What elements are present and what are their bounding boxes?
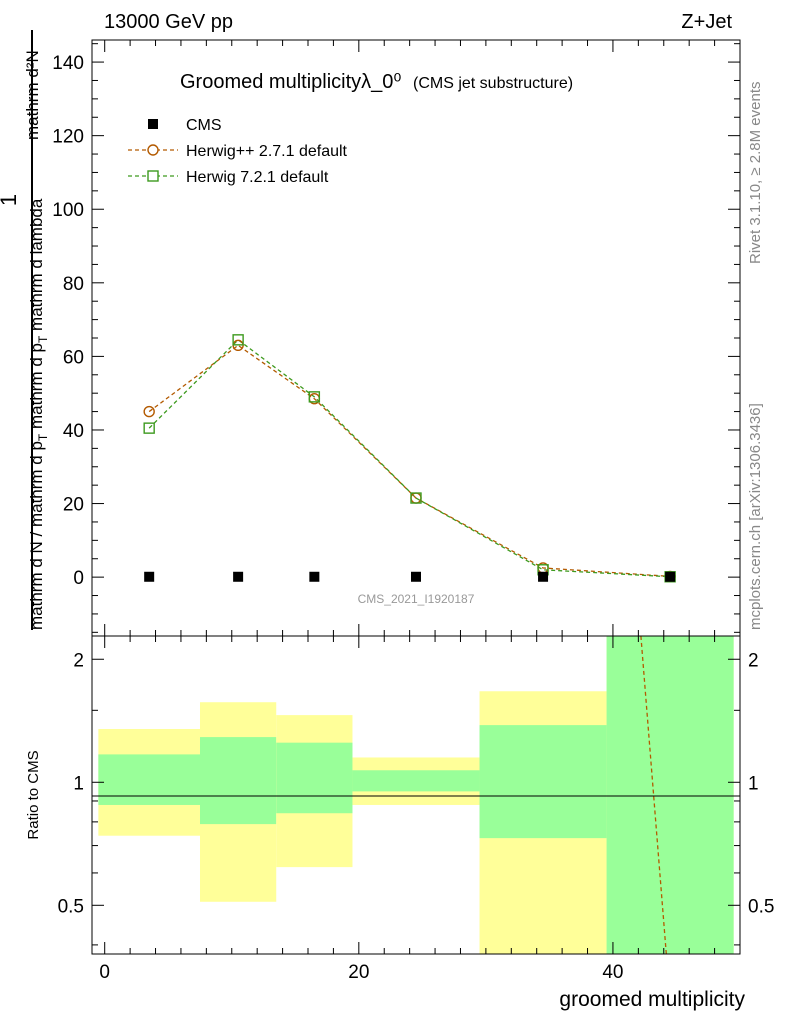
plot-title-main: Groomed multiplicityλ_0⁰	[180, 71, 401, 93]
y-tick-label: 40	[63, 421, 84, 442]
ratio-band-inner	[276, 742, 353, 814]
ratio-band-inner	[352, 770, 480, 792]
main-series	[143, 334, 676, 583]
mcplots-label: mcplots.cern.ch [arXiv:1306.3436]	[747, 403, 764, 630]
ratio-band-inner	[200, 737, 277, 825]
data-point	[538, 571, 549, 582]
plot-title: Groomed multiplicityλ_0⁰ (CMS jet substr…	[180, 71, 573, 93]
ratio-band-inner	[479, 725, 607, 839]
series-line	[148, 344, 671, 578]
legend-marker	[147, 144, 159, 156]
data-point	[144, 571, 155, 582]
mc-point-herwig7	[143, 422, 155, 434]
rivet-label: Rivet 3.1.10, ≥ 2.8M events	[747, 82, 764, 265]
analysis-watermark: CMS_2021_I1920187	[358, 592, 475, 606]
mc-point-herwig7	[410, 492, 422, 504]
data-point	[665, 571, 676, 582]
x-tick-label: 0	[99, 962, 110, 983]
ratio-plot: 0.5 0.51 12 20 20 40	[58, 635, 774, 983]
x-axis-label: groomed multiplicity	[559, 988, 745, 1011]
y-tick-label: 60	[63, 347, 84, 368]
ratio-band-inner	[98, 754, 200, 805]
y-tick-label: 140	[52, 53, 84, 74]
y-tick-label: 120	[52, 127, 84, 148]
ratio-plot-frame	[91, 635, 741, 955]
ratio-y-tick-label-right: 2	[748, 650, 759, 671]
legend-entry: Herwig++ 2.7.1 default	[128, 143, 348, 160]
y-tick-label: 20	[63, 495, 84, 516]
data-point	[411, 571, 421, 582]
ratio-y-tick-label: 2	[73, 650, 84, 671]
x-tick-label: 40	[602, 962, 623, 983]
legend-marker	[148, 119, 158, 129]
ratio-bands	[98, 636, 734, 954]
data-point	[309, 571, 320, 582]
ratio-ticks: 0.5 0.51 12 20 20 40	[58, 636, 774, 983]
y-axis-label-den-text: mathrm d N / mathrm d pT mathrm d pT mat…	[27, 198, 50, 630]
main-plot: 0 20 40 60 80 100 120 140 Groomed multiplicityλ…	[52, 39, 741, 637]
mc-point-herwig7	[232, 334, 244, 346]
series-line	[148, 338, 671, 578]
legend-entry: Herwig 7.2.1 default	[128, 169, 329, 186]
mc-point-herwigpp	[143, 405, 155, 418]
data-point	[233, 571, 244, 582]
plot-subtitle: (CMS jet substructure)	[413, 75, 573, 92]
legend-label: Herwig++ 2.7.1 default	[186, 143, 348, 160]
ratio-y-axis-label: Ratio to CMS	[25, 750, 42, 839]
header-process: Z+Jet	[681, 11, 732, 33]
y-axis-label-den-group: mathrm d N / mathrm d pT mathrm d pT mat…	[27, 198, 50, 630]
y-tick-label: 80	[63, 274, 84, 295]
y-axis-label-num: 1	[0, 194, 21, 206]
header-energy: 13000 GeV pp	[104, 11, 233, 33]
legend-label: Herwig 7.2.1 default	[186, 169, 329, 186]
ratio-y-tick-label: 0.5	[58, 896, 84, 917]
x-tick-label: 20	[348, 962, 369, 983]
legend-entry: CMS	[148, 117, 222, 134]
legend: CMS Herwig++ 2.7.1 default Herwig 7.2.1 de…	[128, 117, 348, 186]
y-axis-label: 1 mathrm d²N	[0, 30, 42, 630]
ratio-y-tick-label: 1	[73, 773, 84, 794]
ratio-y-tick-label-right: 0.5	[748, 896, 774, 917]
legend-marker	[147, 170, 159, 182]
legend-label: CMS	[186, 117, 222, 134]
y-tick-label: 0	[73, 568, 84, 589]
mc-point-herwig7	[308, 391, 321, 403]
ratio-band-inner	[606, 636, 734, 954]
main-ticks: 0 20 40 60 80 100 120 140	[52, 40, 741, 636]
y-tick-label: 100	[52, 200, 84, 221]
ratio-y-tick-label-right: 1	[748, 773, 759, 794]
